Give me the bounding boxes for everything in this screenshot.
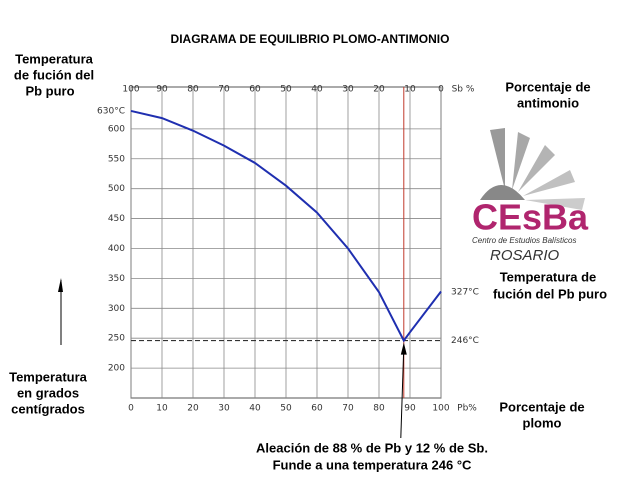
- annotation: Aleación de 88 % de Pb y 12 % de Sb.: [256, 440, 488, 455]
- x-tick-label: 90: [404, 404, 416, 414]
- top-axis-unit: Sb %: [452, 85, 475, 95]
- top-tick-label: 50: [280, 85, 292, 95]
- arrow-head: [58, 278, 63, 292]
- annotation-arrow: [400, 346, 405, 439]
- top-tick-label: 100: [122, 85, 139, 95]
- annotation-arrow-head: [400, 342, 407, 355]
- x-tick-label: 40: [249, 404, 261, 414]
- x-tick-label: 30: [218, 404, 230, 414]
- y-tick-label: 200: [108, 364, 125, 374]
- logo-ray: [490, 128, 505, 190]
- x-tick-label: 80: [373, 404, 385, 414]
- x-tick-label: 60: [311, 404, 323, 414]
- temperature-label: 327°C: [451, 288, 479, 298]
- logo-ray: [523, 170, 575, 196]
- right-note: antimonio: [517, 95, 579, 110]
- y-tick-label: 350: [108, 274, 125, 284]
- y-axis-title: en grados: [17, 385, 79, 400]
- logo-city: ROSARIO: [490, 247, 560, 264]
- top-tick-label: 80: [187, 85, 199, 95]
- x-tick-label: 0: [128, 404, 134, 414]
- y-axis-title: Temperatura: [9, 369, 88, 384]
- y-tick-label: 600: [108, 124, 125, 134]
- temperature-label: 246°C: [451, 336, 479, 346]
- x-tick-label: 20: [187, 404, 199, 414]
- top-tick-label: 90: [156, 85, 168, 95]
- right-note: Porcentaje de: [505, 79, 590, 94]
- top-tick-label: 10: [404, 85, 416, 95]
- y-axis-title: centígrados: [11, 401, 85, 416]
- top-tick-label: 60: [249, 85, 261, 95]
- top-tick-label: 0: [438, 85, 444, 95]
- left-note: Temperatura: [15, 51, 94, 66]
- x-axis-title: Porcentaje de: [499, 399, 584, 414]
- logo-sun: [480, 185, 525, 200]
- chart-title: DIAGRAMA DE EQUILIBRIO PLOMO-ANTIMONIO: [171, 32, 450, 46]
- y-tick-label: 250: [108, 334, 125, 344]
- top-tick-label: 30: [342, 85, 354, 95]
- logo: CEsBa Centro de Estudios Balísticos ROSA…: [472, 128, 589, 264]
- x-tick-label: 10: [156, 404, 168, 414]
- left-note: de fución del: [14, 67, 94, 82]
- y-tick-label: 400: [108, 244, 125, 254]
- logo-ray: [512, 132, 530, 190]
- x-tick-label: 70: [342, 404, 354, 414]
- y-tick-label: 450: [108, 214, 125, 224]
- left-note: Pb puro: [25, 83, 74, 98]
- right-note: Temperatura de: [500, 269, 597, 284]
- top-tick-label: 20: [373, 85, 385, 95]
- logo-title: CEsBa: [472, 197, 589, 238]
- x-tick-label: 50: [280, 404, 292, 414]
- x-tick-label: 100: [432, 404, 449, 414]
- x-axis-title: plomo: [523, 415, 562, 430]
- annotation: Funde a una temperatura 246 °C: [273, 457, 472, 472]
- curve: [130, 109, 442, 343]
- logo-ray: [518, 145, 555, 192]
- logo-subtitle: Centro de Estudios Balísticos: [472, 236, 577, 245]
- right-note: fución del Pb puro: [493, 286, 607, 301]
- top-tick-label: 70: [218, 85, 230, 95]
- y-tick-label: 500: [108, 184, 125, 194]
- logo-ray: [525, 198, 585, 210]
- x-axis-unit: Pb%: [457, 404, 477, 414]
- temperature-label: 630°C: [97, 106, 125, 116]
- top-tick-label: 40: [311, 85, 323, 95]
- y-tick-label: 300: [108, 304, 125, 314]
- y-tick-label: 550: [108, 154, 125, 164]
